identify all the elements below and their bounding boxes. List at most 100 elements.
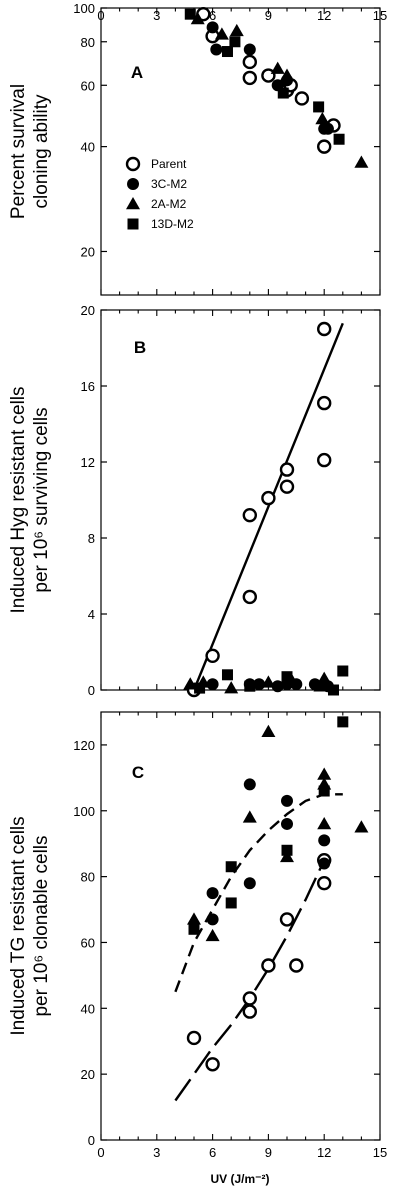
panel-b: 0 4 8 12 16 20 Induced Hyg resistant cells per …	[8, 303, 381, 698]
fit-line	[174, 793, 343, 993]
x-axis-label: UV (J/m⁻²)	[210, 1172, 269, 1186]
data-point	[270, 61, 285, 74]
data-point	[337, 665, 349, 677]
data-point	[313, 101, 325, 113]
data-point	[186, 1030, 202, 1046]
data-point	[242, 810, 257, 823]
data-point	[281, 817, 293, 830]
data-point	[289, 958, 304, 973]
x-tick-label: 3	[153, 1145, 160, 1160]
y-tick-label: 20	[81, 303, 95, 318]
data-point	[318, 857, 331, 870]
panel-a: 20 40 60 80 100 0 3 6 9 12 15 Percent survival cloni…	[8, 1, 387, 296]
data-point	[205, 1057, 220, 1072]
legend: Parent 3C-M2 2A-M2 13D-M2	[125, 156, 194, 231]
data-point	[279, 912, 295, 927]
x-tick-label: 9	[265, 1145, 272, 1160]
data-point	[242, 589, 258, 605]
y-tick-label: 60	[81, 78, 95, 93]
y-tick-label: 80	[81, 870, 95, 885]
y-tick-label: 100	[73, 804, 95, 819]
data-point	[318, 834, 331, 847]
data-point	[242, 991, 258, 1006]
y-tick-label: 100	[73, 1, 95, 16]
panel-label: A	[131, 63, 143, 82]
data-point	[244, 680, 256, 692]
y-tick-label: 20	[81, 1067, 95, 1082]
legend-marker	[126, 197, 140, 210]
y-tick-label: 12	[81, 455, 95, 470]
y-tick-label: 40	[81, 1001, 95, 1016]
x-tick-label-top: 9	[265, 8, 272, 23]
data-point	[313, 679, 328, 692]
data-point	[280, 68, 294, 81]
data-point	[261, 958, 276, 973]
y-tick-label: 80	[81, 35, 95, 50]
data-point	[321, 122, 334, 135]
y-axis-label-line: Induced TG resistant cells	[8, 816, 29, 1035]
data-point	[328, 684, 339, 696]
data-point	[354, 820, 369, 833]
data-point	[281, 671, 293, 683]
plot-frame	[100, 711, 381, 1141]
data-point	[221, 669, 233, 681]
data-point	[225, 897, 237, 909]
y-tick-label: 60	[81, 935, 95, 950]
data-point	[279, 462, 295, 477]
fit-line	[192, 322, 344, 691]
panel-label: C	[132, 763, 144, 782]
data-point	[261, 724, 276, 738]
legend-marker	[127, 178, 139, 190]
x-tick-label-top: 3	[153, 8, 160, 23]
x-tick-label: 15	[373, 1145, 387, 1160]
y-axis-label: Percent survival cloning ability	[8, 84, 52, 219]
data-point	[242, 70, 258, 86]
data-point	[206, 913, 219, 926]
data-point	[317, 452, 332, 468]
data-point	[188, 923, 200, 935]
legend-label: 3C-M2	[151, 177, 187, 191]
data-point	[261, 675, 276, 688]
data-point	[229, 23, 244, 37]
y-axis-label-line: Percent survival	[8, 84, 29, 219]
data-point	[206, 21, 219, 34]
legend-label: 13D-M2	[151, 217, 194, 231]
data-point	[190, 11, 205, 25]
y-tick-label: 4	[88, 607, 95, 622]
data-point	[271, 680, 284, 693]
data-point	[221, 46, 233, 58]
y-tick-label: 40	[81, 140, 95, 155]
data-point	[261, 68, 276, 83]
data-point	[194, 682, 206, 694]
data-point	[354, 155, 369, 168]
plot-frame	[100, 7, 381, 296]
plot-frame	[100, 309, 381, 691]
y-tick-label: 0	[88, 683, 95, 698]
data-point	[243, 877, 256, 890]
data-point	[225, 861, 237, 873]
y-axis-label-line: Induced Hyg resistant cells	[8, 386, 29, 613]
data-point	[281, 844, 293, 856]
y-tick-label: 20	[81, 244, 95, 259]
data-point	[242, 54, 258, 70]
data-point	[261, 490, 276, 506]
legend-marker	[125, 156, 141, 172]
x-tick-label-top: 12	[317, 8, 331, 23]
data-point	[280, 849, 294, 863]
data-point	[184, 8, 196, 20]
x-tick-label-top: 6	[209, 8, 216, 23]
legend-marker	[127, 218, 139, 230]
x-tick-label-top: 0	[97, 8, 104, 23]
y-axis-label-line: cloning ability	[31, 94, 52, 209]
data-point	[317, 671, 332, 684]
data-point	[210, 43, 223, 56]
data-point	[294, 91, 310, 106]
data-point	[318, 785, 330, 797]
y-axis-label-line: per 10⁶ surviving cells	[31, 407, 52, 592]
x-tick-label: 0	[97, 1145, 104, 1160]
data-point	[279, 479, 295, 494]
panel-label: B	[134, 338, 146, 357]
y-axis-label: Induced TG resistant cells per 10⁶ clonab…	[8, 816, 52, 1035]
data-point	[242, 508, 258, 523]
